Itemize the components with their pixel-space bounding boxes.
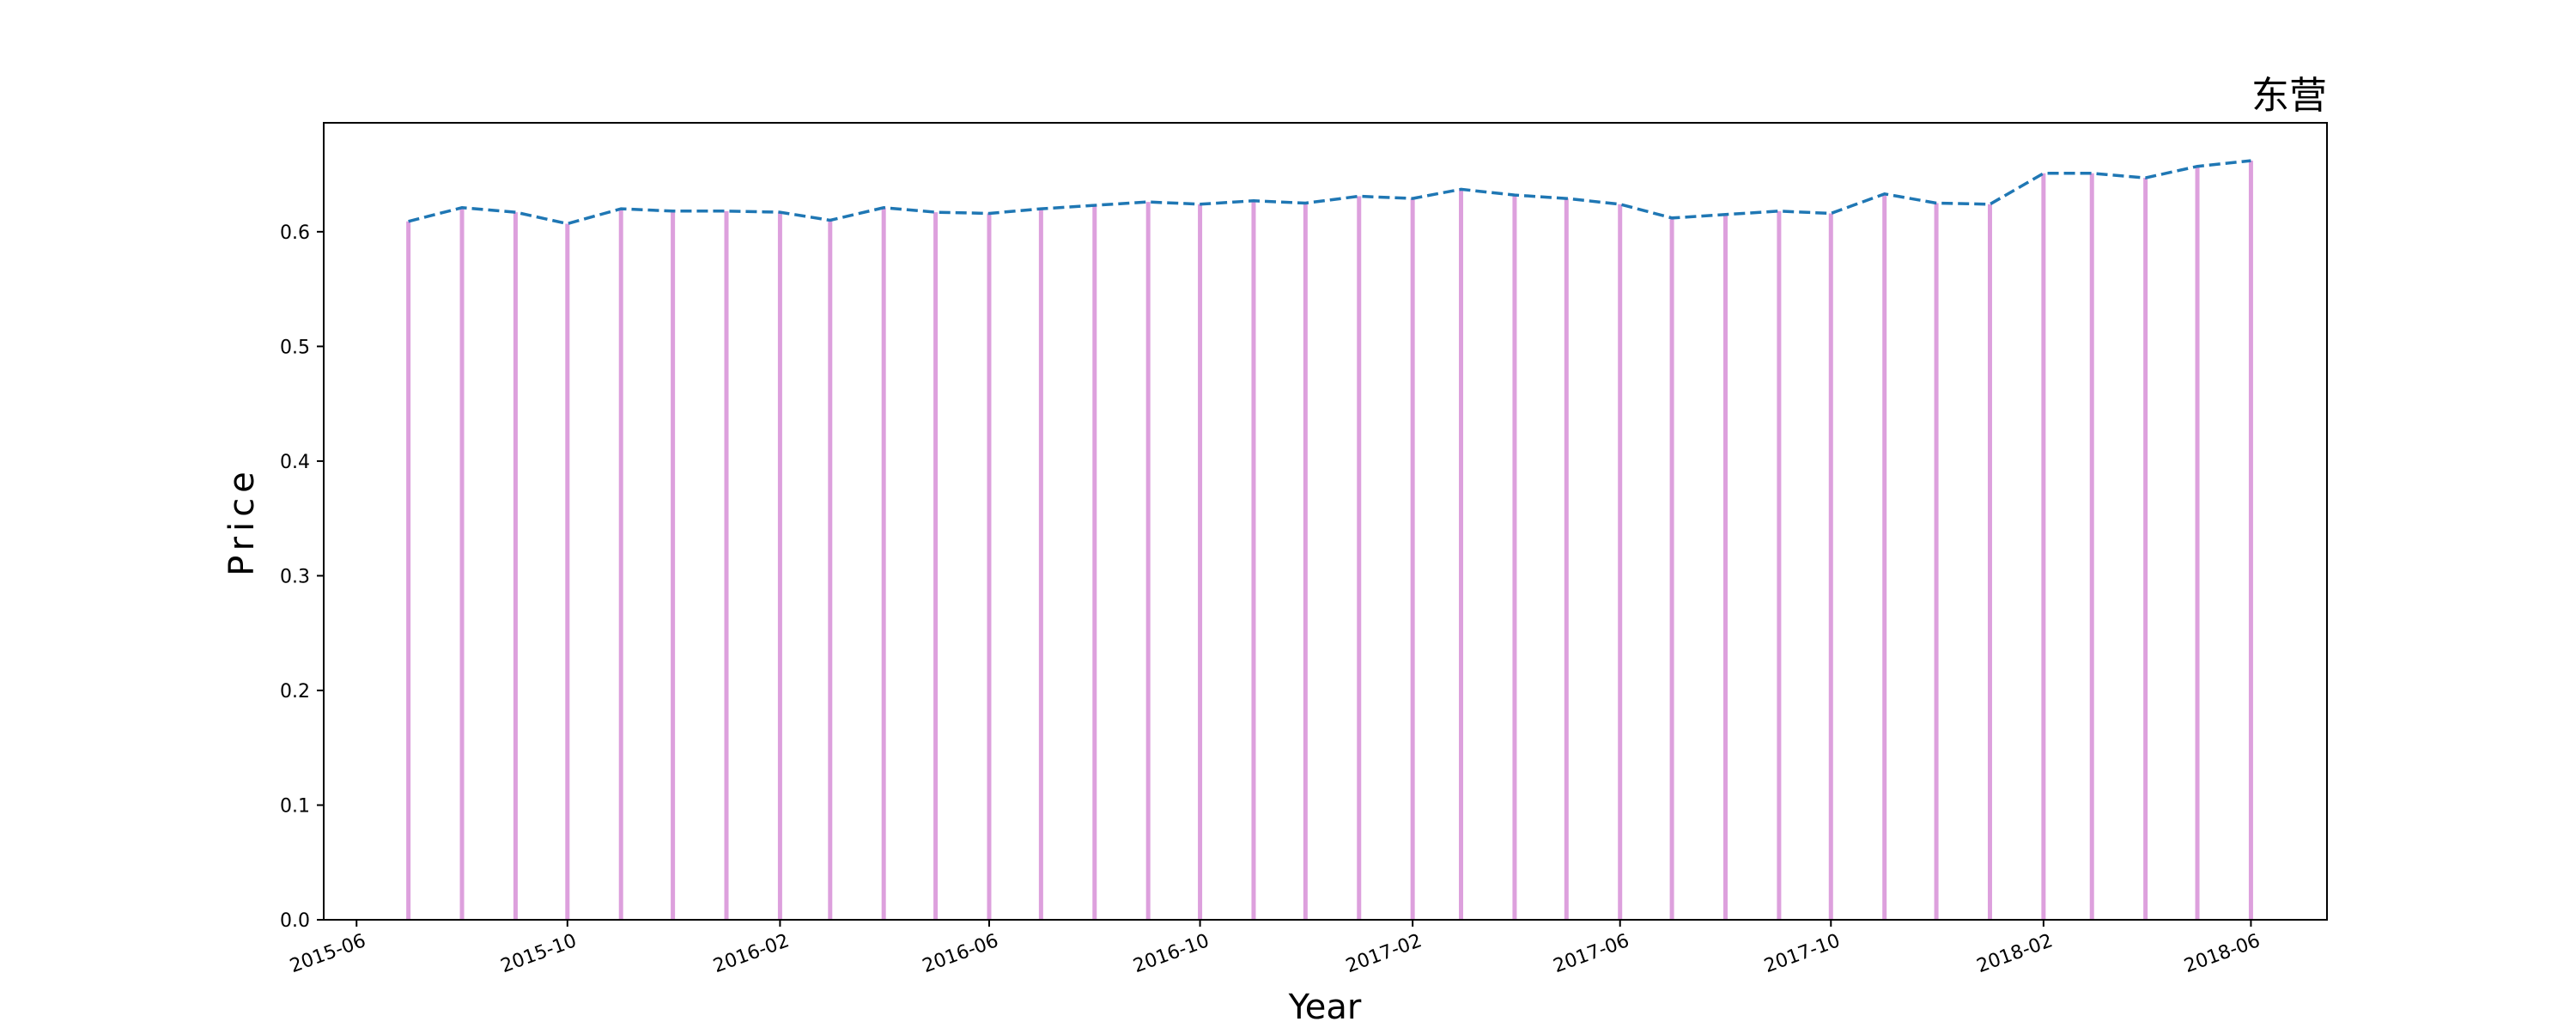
chart-title: 东营 (2251, 74, 2327, 118)
y-tick-label: 0.1 (280, 795, 310, 817)
bar-2017-03-01 (1459, 189, 1464, 921)
bar-2018-06-01 (2248, 161, 2253, 921)
bar-2017-09-01 (1777, 210, 1782, 920)
bar-2016-08-01 (1092, 205, 1097, 920)
x-tick-label: 2017-02 (1343, 930, 1425, 977)
bar-2016-06-01 (987, 213, 992, 921)
x-tick-label: 2016-02 (711, 930, 793, 977)
bar-2015-12-01 (671, 210, 676, 920)
bar-2015-11-01 (618, 209, 623, 920)
bar-2016-01-01 (724, 210, 729, 920)
y-tick-label: 0.2 (280, 681, 310, 703)
bar-2015-09-01 (513, 212, 518, 920)
bar-2017-12-01 (1934, 203, 1939, 920)
bars-layer (406, 161, 2253, 921)
bar-2017-10-01 (1828, 213, 1833, 921)
x-tick-label: 2016-06 (920, 930, 1001, 977)
bar-2017-02-01 (1410, 198, 1415, 921)
bar-2016-12-01 (1303, 203, 1308, 920)
x-tick-label: 2015-06 (287, 930, 368, 977)
bar-2016-09-01 (1145, 202, 1151, 920)
y-tick-label: 0.6 (280, 222, 310, 244)
x-tick-label: 2018-06 (2182, 930, 2263, 977)
bar-2017-08-01 (1722, 214, 1728, 921)
y-tick-label: 0.3 (280, 566, 310, 587)
y-axis: 0.0 0.1 0.2 0.3 0.4 0.5 0.6 (280, 222, 324, 932)
bar-2017-04-01 (1512, 195, 1517, 921)
bar-2015-10-01 (565, 223, 570, 920)
bar-2018-04-01 (2143, 178, 2148, 920)
x-axis-title: Year (1288, 988, 1362, 1027)
bar-2017-05-01 (1564, 198, 1569, 921)
x-tick-label: 2017-10 (1761, 930, 1843, 977)
x-axis: 2015-06 2015-10 2016-02 2016-06 2016-10 2017-… (287, 920, 2263, 977)
plot-frame (323, 122, 2328, 921)
bar-2016-03-01 (828, 220, 833, 920)
x-tick-label: 2018-02 (1974, 930, 2056, 977)
line-layer (408, 159, 2251, 226)
bar-2016-05-01 (933, 212, 939, 920)
y-tick-label: 0.4 (280, 452, 310, 473)
y-tick-label: 0.0 (280, 910, 310, 932)
bar-2016-07-01 (1038, 209, 1043, 920)
bar-2017-07-01 (1669, 217, 1674, 920)
series-line-1 (408, 159, 2251, 226)
bar-2016-04-01 (881, 207, 886, 920)
bar-2017-01-01 (1357, 196, 1362, 920)
bar-2018-03-01 (2089, 173, 2094, 920)
bar-2018-05-01 (2195, 166, 2200, 920)
bar-2015-07-01 (406, 221, 411, 920)
bar-2017-06-01 (1618, 204, 1623, 921)
bar-2016-02-01 (777, 212, 782, 920)
bar-2016-10-01 (1198, 204, 1203, 921)
y-axis-title: Price (222, 466, 262, 576)
x-tick-label: 2016-10 (1131, 930, 1212, 977)
bar-2018-02-01 (2041, 173, 2046, 920)
x-tick-label: 2015-10 (498, 930, 580, 977)
y-tick-label: 0.5 (280, 337, 310, 358)
bar-2015-08-01 (459, 207, 465, 920)
x-tick-label: 2017-06 (1551, 930, 1632, 977)
bar-2016-11-01 (1251, 200, 1256, 920)
bar-2017-11-01 (1882, 193, 1887, 920)
bar-2018-01-01 (1987, 204, 1992, 921)
